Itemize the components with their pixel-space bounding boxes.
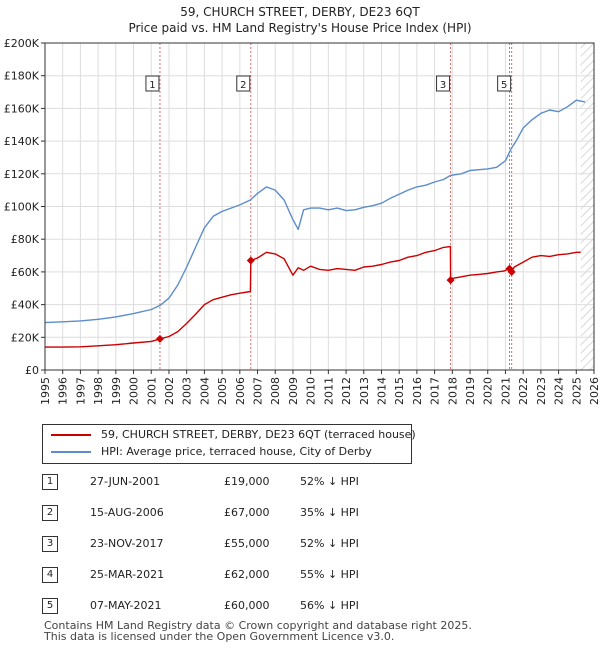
x-tick-label: 2014: [375, 377, 388, 405]
legend-swatch-hpi: [51, 451, 91, 453]
sale-marker-label: 5: [501, 80, 507, 91]
x-tick-label: 2021: [499, 377, 512, 405]
sale-marker-box: [497, 75, 512, 92]
sale-row: 1 27-JUN-2001 £19,000 52% ↓ HPI: [42, 474, 462, 490]
sale-price: £19,000: [224, 475, 270, 488]
y-tick-label: £60K: [11, 266, 40, 279]
y-tick-label: £160K: [4, 102, 40, 115]
y-tick-label: £200K: [4, 37, 40, 50]
y-tick-label: £120K: [4, 168, 40, 181]
footer-licence: This data is licensed under the Open Gov…: [44, 630, 395, 643]
x-tick-label: 2013: [358, 377, 371, 405]
x-tick-label: 2001: [145, 377, 158, 405]
x-tick-label: 2012: [340, 377, 353, 405]
y-tick-label: £40K: [11, 299, 40, 312]
sale-price: £67,000: [224, 506, 270, 519]
sale-marker-box: [145, 75, 160, 92]
chart-subtitle: Price paid vs. HM Land Registry's House …: [128, 21, 472, 35]
sale-row: 5 07-MAY-2021 £60,000 56% ↓ HPI: [42, 598, 462, 614]
x-tick-label: 2016: [411, 377, 424, 405]
sale-hpi-diff: 35% ↓ HPI: [300, 506, 359, 519]
x-tick-label: 2007: [252, 377, 265, 405]
x-tick-label: 2015: [393, 377, 406, 405]
x-tick-label: 1999: [110, 377, 123, 405]
sale-price: £62,000: [224, 568, 270, 581]
sale-date: 07-MAY-2021: [90, 599, 162, 612]
x-tick-label: 2024: [553, 377, 566, 405]
x-tick-label: 2023: [535, 377, 548, 405]
price-chart: 1 2 3 5 1995 1996 1997 1998 1999 2000 2001 2002 200…: [4, 37, 600, 405]
x-tick-label: 2019: [464, 377, 477, 405]
y-tick-label: £0: [25, 364, 39, 377]
y-tick-label: £20K: [11, 331, 40, 344]
sale-number-badge: 4: [42, 567, 58, 583]
sale-row: 3 23-NOV-2017 £55,000 52% ↓ HPI: [42, 536, 462, 552]
sale-marker-box: [236, 75, 251, 92]
x-tick-label: 1998: [92, 377, 105, 405]
sale-number-badge: 1: [42, 474, 58, 490]
x-tick-label: 2002: [163, 377, 176, 405]
sale-marker-label: 2: [240, 80, 246, 91]
x-tick-label: 1995: [39, 377, 52, 405]
sale-hpi-diff: 52% ↓ HPI: [300, 475, 359, 488]
sale-hpi-diff: 56% ↓ HPI: [300, 599, 359, 612]
sale-date: 27-JUN-2001: [90, 475, 161, 488]
sale-number-badge: 5: [42, 598, 58, 614]
x-tick-label: 2020: [482, 377, 495, 405]
sale-point: [155, 334, 164, 343]
x-tick-label: 2017: [429, 377, 442, 405]
y-tick-label: £180K: [4, 70, 40, 83]
x-tick-label: 2000: [128, 377, 141, 405]
sale-row: 2 15-AUG-2006 £67,000 35% ↓ HPI: [42, 505, 462, 521]
x-tick-label: 2011: [322, 377, 335, 405]
x-tick-label: 1996: [57, 377, 70, 405]
x-tick-label: 2025: [570, 377, 583, 405]
legend-swatch-property: [51, 434, 91, 436]
sale-number-badge: 2: [42, 505, 58, 521]
sale-date: 23-NOV-2017: [90, 537, 164, 550]
footer-copyright: Contains HM Land Registry data © Crown c…: [44, 619, 472, 632]
y-tick-label: £80K: [11, 233, 40, 246]
footer: Contains HM Land Registry data © Crown c…: [44, 620, 472, 642]
x-tick-label: 1997: [74, 377, 87, 405]
legend-label-property: 59, CHURCH STREET, DERBY, DE23 6QT (terr…: [101, 428, 416, 441]
sale-date: 15-AUG-2006: [90, 506, 164, 519]
x-tick-label: 2026: [588, 377, 600, 405]
x-tick-label: 2005: [216, 377, 229, 405]
x-tick-label: 2009: [287, 377, 300, 405]
chart-title: 59, CHURCH STREET, DERBY, DE23 6QT: [180, 5, 420, 19]
x-tick-label: 2006: [234, 377, 247, 405]
legend-label-hpi: HPI: Average price, terraced house, City…: [101, 445, 372, 458]
legend: 59, CHURCH STREET, DERBY, DE23 6QT (terr…: [42, 424, 416, 464]
sale-point: [446, 276, 455, 285]
x-tick-label: 2022: [517, 377, 530, 405]
sale-row: 4 25-MAR-2021 £62,000 55% ↓ HPI: [42, 567, 462, 583]
sale-marker-label: 3: [440, 80, 446, 91]
y-tick-label: £100K: [4, 201, 40, 214]
plot-frame: [44, 42, 595, 371]
x-tick-label: 2003: [181, 377, 194, 405]
sale-hpi-diff: 52% ↓ HPI: [300, 537, 359, 550]
sale-price: £55,000: [224, 537, 270, 550]
sale-number-badge: 3: [42, 536, 58, 552]
x-tick-label: 2008: [269, 377, 282, 405]
sale-marker-box: [436, 75, 451, 92]
sale-price: £60,000: [224, 599, 270, 612]
hpi-line: [44, 99, 586, 324]
sale-hpi-diff: 55% ↓ HPI: [300, 568, 359, 581]
sale-point: [507, 267, 516, 276]
sale-marker-label: 1: [149, 80, 155, 91]
x-tick-label: 2004: [198, 377, 211, 405]
sale-point: [246, 256, 255, 265]
sale-date: 25-MAR-2021: [90, 568, 165, 581]
x-tick-label: 2010: [305, 377, 318, 405]
y-tick-label: £140K: [4, 135, 40, 148]
x-tick-label: 2018: [446, 377, 459, 405]
